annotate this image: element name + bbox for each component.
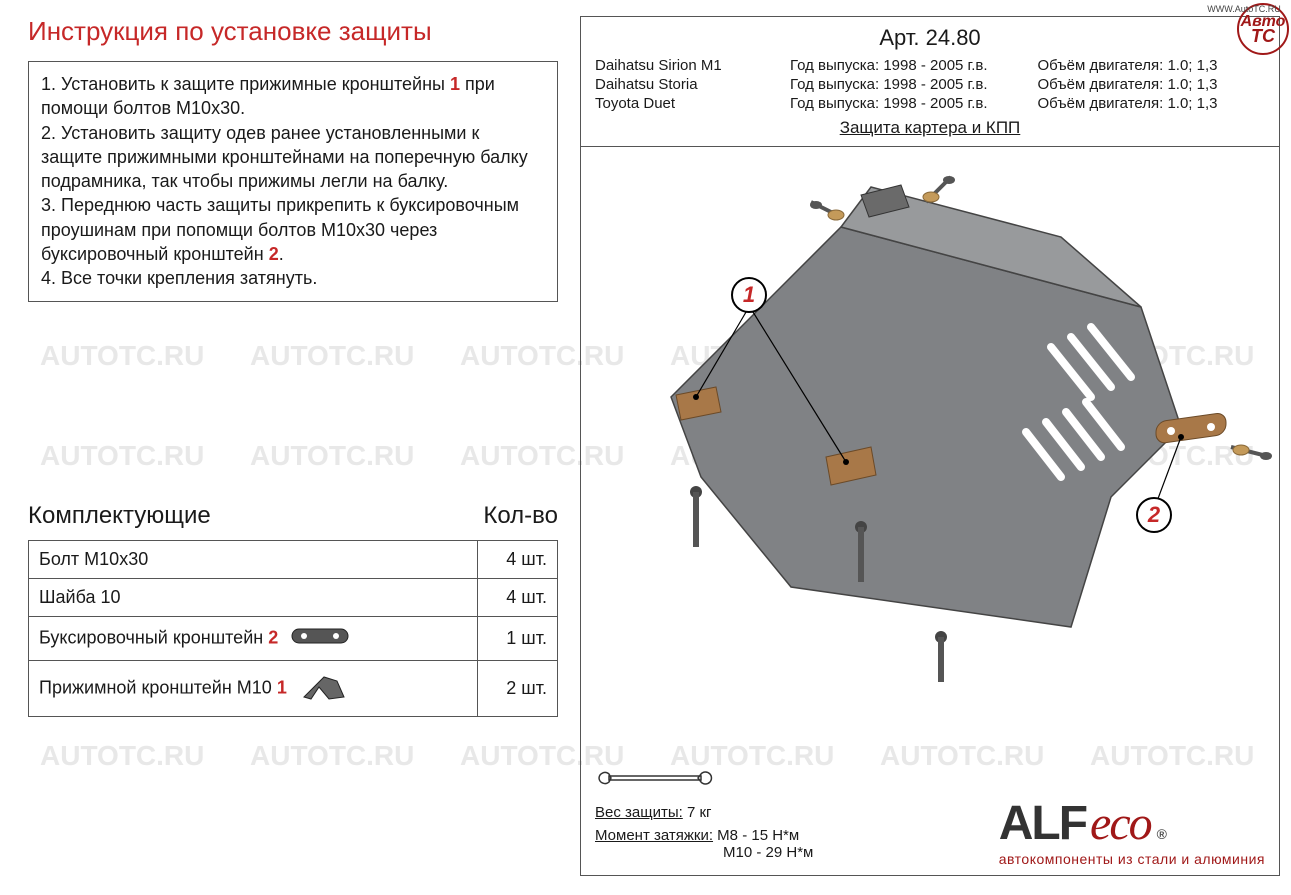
vehicle-model: Daihatsu Storia — [595, 76, 770, 93]
article-number: Арт. 24.80 — [595, 25, 1265, 51]
brand-logo: ALFeco ® автокомпоненты из стали и алюмин… — [999, 796, 1265, 867]
torque-label: Момент затяжки: — [595, 827, 713, 844]
article-header: Арт. 24.80 Daihatsu Sirion M1 Год выпуска… — [581, 17, 1279, 147]
autotc-stamp: Авто ТС WWW.AutoTC.RU — [1199, 2, 1289, 61]
torque-m10: М10 - 29 Н*м — [595, 844, 813, 861]
page-title: Инструкция по установке защиты — [28, 16, 558, 47]
watermark-text: AUTOTC.RU — [250, 740, 414, 772]
table-row: Болт М10х30 4 шт. — [29, 540, 558, 578]
step4-text: 4. Все точки крепления затянуть. — [41, 266, 545, 290]
components-header-left: Комплектующие — [28, 502, 211, 530]
callout-1: 1 — [731, 277, 767, 313]
instructions-box: 1. Установить к защите прижимные кронште… — [28, 61, 558, 302]
component-name: Шайба 10 — [39, 587, 121, 607]
watermark-text: AUTOTC.RU — [40, 740, 204, 772]
vehicle-engine: Объём двигателя: 1.0; 1,3 — [1037, 76, 1265, 93]
components-table: Болт М10х304 шт.Шайба 104 шт.Буксировочн… — [28, 540, 558, 717]
vehicle-year: Год выпуска: 1998 - 2005 г.в. — [790, 76, 1017, 93]
svg-text:ТС: ТС — [1251, 26, 1276, 46]
component-qty: 1 шт. — [478, 616, 558, 660]
weight-label: Вес защиты: — [595, 804, 683, 821]
step1-ref: 1 — [450, 74, 460, 94]
wrench-icon — [595, 766, 715, 790]
vehicle-model: Toyota Duet — [595, 95, 770, 112]
components-header-right: Кол-во — [483, 502, 558, 530]
component-ref: 2 — [263, 627, 278, 647]
logo-subtitle: автокомпоненты из стали и алюминия — [999, 851, 1265, 867]
component-name: Болт М10х30 — [39, 549, 148, 569]
torque-m8: М8 - 15 Н*м — [713, 827, 799, 844]
component-qty: 4 шт. — [478, 540, 558, 578]
assembly-diagram: 12 — [581, 147, 1279, 707]
vehicle-model: Daihatsu Sirion M1 — [595, 57, 770, 74]
vehicle-engine: Объём двигателя: 1.0; 1,3 — [1037, 95, 1265, 112]
footer-specs: Вес защиты: 7 кг Момент затяжки: М8 - 15… — [595, 766, 813, 861]
protection-plate — [671, 176, 1272, 682]
component-qty: 4 шт. — [478, 578, 558, 616]
table-row: Буксировочный кронштейн 2 1 шт. — [29, 616, 558, 660]
weight-value: 7 кг — [683, 804, 712, 821]
clamp-bracket-icon — [299, 669, 359, 708]
component-ref: 1 — [272, 677, 287, 697]
step2-text: 2. Установить защиту одев ранее установл… — [41, 121, 545, 194]
logo-main: ALF — [999, 796, 1086, 851]
table-row: Прижимной кронштейн М10 1 2 шт. — [29, 660, 558, 716]
component-qty: 2 шт. — [478, 660, 558, 716]
vehicle-year: Год выпуска: 1998 - 2005 г.в. — [790, 95, 1017, 112]
component-name: Буксировочный кронштейн — [39, 627, 263, 647]
logo-registered: ® — [1157, 826, 1165, 842]
tow-bracket-icon — [290, 625, 350, 652]
protection-title: Защита картера и КПП — [595, 118, 1265, 138]
step3-text-b: . — [279, 244, 284, 264]
svg-text:WWW.AutoTC.RU: WWW.AutoTC.RU — [1207, 4, 1281, 14]
step3-ref: 2 — [269, 244, 279, 264]
logo-eco: eco — [1090, 796, 1151, 851]
step1-text-a: 1. Установить к защите прижимные кронште… — [41, 74, 450, 94]
component-name: Прижимной кронштейн М10 — [39, 677, 272, 697]
vehicle-year: Год выпуска: 1998 - 2005 г.в. — [790, 57, 1017, 74]
callout-2: 2 — [1136, 497, 1172, 533]
table-row: Шайба 10 4 шт. — [29, 578, 558, 616]
